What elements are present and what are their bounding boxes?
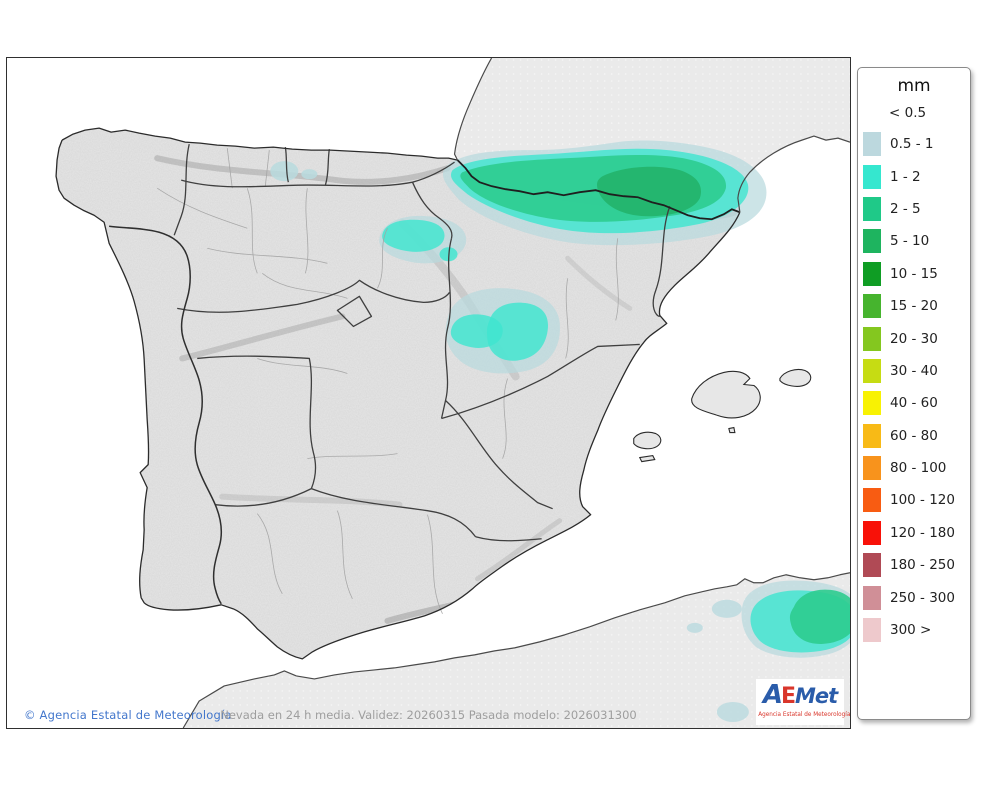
legend-swatch <box>863 229 881 254</box>
legend-label: 2 - 5 <box>890 200 921 217</box>
snow-atlas-green <box>789 589 850 644</box>
legend-item: 40 - 60 <box>858 387 970 419</box>
map-caption: Nevada en 24 h media. Validez: 20260315 … <box>220 708 637 722</box>
legend-swatch <box>863 585 881 610</box>
legend-label: 30 - 40 <box>890 362 938 379</box>
legend-swatch <box>863 358 881 383</box>
legend-swatch <box>863 196 881 221</box>
legend-swatch <box>863 132 881 157</box>
precipitation-legend: mm < 0.5 0.5 - 1 1 - 2 2 - 5 5 - 10 10 - 15 1… <box>857 67 971 720</box>
legend-swatch <box>863 164 881 189</box>
legend-first-label: < 0.5 <box>889 105 927 121</box>
legend-label: 5 - 10 <box>890 233 930 250</box>
aemet-letter-a: A <box>762 680 783 710</box>
legend-item: 30 - 40 <box>858 355 970 387</box>
legend-title: mm <box>897 76 931 96</box>
legend-swatch <box>863 488 881 513</box>
legend-item: 10 - 15 <box>858 258 970 290</box>
legend-label: 15 - 20 <box>890 298 938 315</box>
legend-item: 60 - 80 <box>858 420 970 452</box>
legend-item: 300 > <box>858 614 970 646</box>
legend-item: 100 - 120 <box>858 484 970 516</box>
snow-africa-spot-1 <box>711 599 742 618</box>
map-frame: © Agencia Estatal de Meteorología Nevada… <box>6 57 851 729</box>
legend-label: 0.5 - 1 <box>890 136 934 153</box>
legend-swatch <box>863 553 881 578</box>
legend-label: 20 - 30 <box>890 330 938 347</box>
africa-land <box>183 572 850 728</box>
legend-item: 180 - 250 <box>858 549 970 581</box>
coastlines <box>55 58 850 728</box>
province-boundaries <box>156 148 619 615</box>
snow-africa-spot-3 <box>716 701 749 722</box>
legend-swatch <box>863 261 881 286</box>
legend-swatch <box>863 456 881 481</box>
region-boundaries <box>173 143 671 542</box>
aemet-logo: AEMet Agencia Estatal de Meteorología <box>756 679 851 725</box>
legend-item: 0.5 - 1 <box>858 128 970 160</box>
legend-label: 120 - 180 <box>890 524 955 541</box>
snow-rioja-cyan <box>382 219 445 252</box>
portugal-border <box>109 225 223 605</box>
snow-picos-spot <box>270 161 299 182</box>
legend-label: 40 - 60 <box>890 395 938 412</box>
legend-swatch <box>863 423 881 448</box>
legend-swatch <box>863 520 881 545</box>
balearic-islands <box>633 368 812 463</box>
legend-item: 80 - 100 <box>858 452 970 484</box>
france-spain-border <box>456 159 741 221</box>
legend-label: 100 - 120 <box>890 492 955 509</box>
legend-label: 1 - 2 <box>890 168 921 185</box>
snow-picos-spot-2 <box>301 169 318 180</box>
legend-label: 60 - 80 <box>890 427 938 444</box>
legend-swatch <box>863 618 881 643</box>
legend-item: 20 - 30 <box>858 322 970 354</box>
aemet-letter-e: E <box>780 684 796 709</box>
legend-item: 2 - 5 <box>858 193 970 225</box>
iberia-map-svg <box>7 58 850 728</box>
legend-rows: 0.5 - 1 1 - 2 2 - 5 5 - 10 10 - 15 15 - 20 20 … <box>858 128 970 646</box>
aemet-letters-met: Met <box>794 684 838 708</box>
aemet-subtitle: Agencia Estatal de Meteorología <box>758 711 851 718</box>
legend-swatch <box>863 326 881 351</box>
legend-swatch <box>863 391 881 416</box>
legend-label: 80 - 100 <box>890 460 947 477</box>
aemet-wordmark: AEMet <box>756 680 844 713</box>
legend-label: 10 - 15 <box>890 265 938 282</box>
snow-teruel-cyan-east <box>486 302 549 361</box>
legend-item: 250 - 300 <box>858 581 970 613</box>
snow-pyrenees-core <box>596 166 702 217</box>
legend-item: 5 - 10 <box>858 225 970 257</box>
legend-label: 180 - 250 <box>890 557 955 574</box>
legend-item: 120 - 180 <box>858 517 970 549</box>
legend-label: 250 - 300 <box>890 589 955 606</box>
legend-swatch <box>863 294 881 319</box>
copyright-notice: © Agencia Estatal de Meteorología <box>24 708 232 722</box>
legend-label: 300 > <box>890 622 932 639</box>
legend-item: 15 - 20 <box>858 290 970 322</box>
legend-item: 1 - 2 <box>858 160 970 192</box>
snow-africa-spot-2 <box>686 622 703 633</box>
